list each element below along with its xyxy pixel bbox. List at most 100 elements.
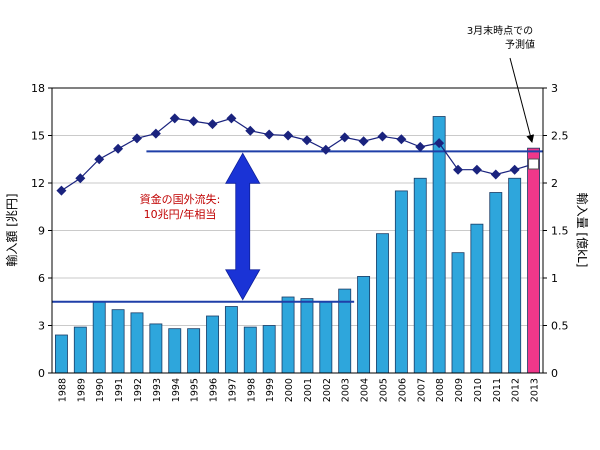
bar <box>243 326 257 374</box>
volume-marker <box>415 141 426 152</box>
x-tick-label: 2013 <box>530 378 541 402</box>
x-tick-label: 1996 <box>209 378 220 402</box>
bar <box>262 325 276 374</box>
x-tick-label: 1998 <box>246 378 257 402</box>
x-tick-label: 2008 <box>435 378 446 402</box>
volume-marker <box>320 144 331 155</box>
volume-marker <box>75 173 86 184</box>
y-left-tick-label: 15 <box>31 130 45 143</box>
y-left-tick-label: 12 <box>31 177 45 190</box>
bar <box>281 296 295 374</box>
y-right-tick-label: 2 <box>551 177 558 190</box>
bar <box>376 233 389 374</box>
y-right-tick-label: 0 <box>551 367 558 380</box>
volume-marker <box>188 116 199 127</box>
bar <box>149 323 163 374</box>
gap-annotation-line2: 10兆円/年相当 <box>144 207 217 221</box>
bar <box>73 326 87 374</box>
bar <box>470 223 484 374</box>
bars-group <box>54 116 541 374</box>
x-tick-label: 2004 <box>360 378 371 402</box>
x-tick-label: 1992 <box>133 378 144 402</box>
x-tick-label: 2000 <box>284 378 295 402</box>
left-ticks-group: 0 3 6 9 12 15 18 <box>31 82 52 380</box>
volume-markers-group <box>56 113 540 196</box>
bar <box>357 276 371 374</box>
bar <box>319 301 333 374</box>
x-tick-label: 1991 <box>114 378 125 402</box>
grid-group <box>52 135 543 326</box>
x-tick-label: 2012 <box>511 378 522 402</box>
volume-marker <box>264 129 275 140</box>
forecast-annotation-line1: 3月末時点での <box>467 24 533 37</box>
bar <box>394 190 408 374</box>
forecast-pointer-arrow <box>509 57 535 143</box>
volume-marker <box>113 143 124 154</box>
y-left-tick-label: 6 <box>38 272 45 285</box>
bar <box>168 328 182 374</box>
volume-marker <box>509 164 520 175</box>
bar <box>300 298 314 374</box>
y-right-tick-label: 0.5 <box>551 320 569 333</box>
bar <box>130 312 144 374</box>
volume-marker <box>434 138 445 149</box>
volume-marker <box>301 135 312 146</box>
volume-line <box>61 117 534 192</box>
volume-marker <box>169 113 180 124</box>
volume-marker <box>339 132 350 143</box>
bar <box>92 301 106 374</box>
bar <box>489 192 503 374</box>
x-tick-label: 1988 <box>57 378 68 402</box>
bar <box>187 328 201 374</box>
volume-marker <box>226 113 237 124</box>
double-arrow-shape <box>225 152 261 301</box>
volume-marker <box>56 185 67 196</box>
y-right-tick-label: 3 <box>551 82 558 95</box>
volume-marker <box>490 169 501 180</box>
x-tick-label: 2002 <box>322 378 333 402</box>
x-tick-label: 1990 <box>95 378 106 402</box>
volume-marker <box>471 164 482 175</box>
x-tick-label: 2001 <box>303 378 314 402</box>
x-tick-label: 2005 <box>378 378 389 402</box>
volume-marker <box>283 130 294 141</box>
bar <box>413 177 427 374</box>
y-left-tick-label: 0 <box>38 367 45 380</box>
bar <box>224 306 238 374</box>
bar <box>508 177 522 374</box>
x-tick-label: 1999 <box>265 378 276 402</box>
x-tick-label: 1995 <box>190 378 201 402</box>
x-tick-label: 2010 <box>473 378 484 402</box>
x-tick-label: 2007 <box>416 378 427 402</box>
y-right-tick-label: 1 <box>551 272 558 285</box>
bar-forecast <box>527 147 541 374</box>
x-tick-label: 1993 <box>152 378 163 402</box>
bar <box>451 252 465 374</box>
forecast-annotation-line2: 予測値 <box>505 38 535 51</box>
y-left-tick-label: 3 <box>38 320 45 333</box>
volume-marker-forecast <box>528 158 540 170</box>
gap-annotation-line1: 資金の国外流失: <box>140 192 221 206</box>
y-left-tick-label: 18 <box>31 82 45 95</box>
right-ticks-group: 0 0.5 1 1.5 2 2.5 3 <box>543 82 569 380</box>
x-tick-label: 1989 <box>76 378 87 402</box>
volume-marker <box>245 125 256 136</box>
x-tick-label: 2006 <box>397 378 408 402</box>
volume-marker <box>150 128 161 139</box>
reference-lines-group <box>52 150 543 303</box>
volume-marker <box>207 119 218 130</box>
bar <box>54 334 68 374</box>
x-tick-label: 2009 <box>454 378 465 402</box>
x-tick-label: 1994 <box>171 378 182 402</box>
bar <box>432 116 446 374</box>
y-left-tick-label: 9 <box>38 225 45 238</box>
volume-marker <box>396 134 407 145</box>
bar <box>206 315 219 374</box>
volume-marker <box>377 131 388 142</box>
volume-marker <box>131 133 142 144</box>
y-right-tick-label: 2.5 <box>551 130 569 143</box>
y-left-axis-label: 輸入額 [兆円] <box>4 193 19 266</box>
x-ticks-group: 1988 1989 1990 1991 1992 1993 1994 1995 1996 1997… <box>57 378 540 402</box>
x-tick-label: 1997 <box>227 378 238 402</box>
volume-marker <box>94 154 105 165</box>
